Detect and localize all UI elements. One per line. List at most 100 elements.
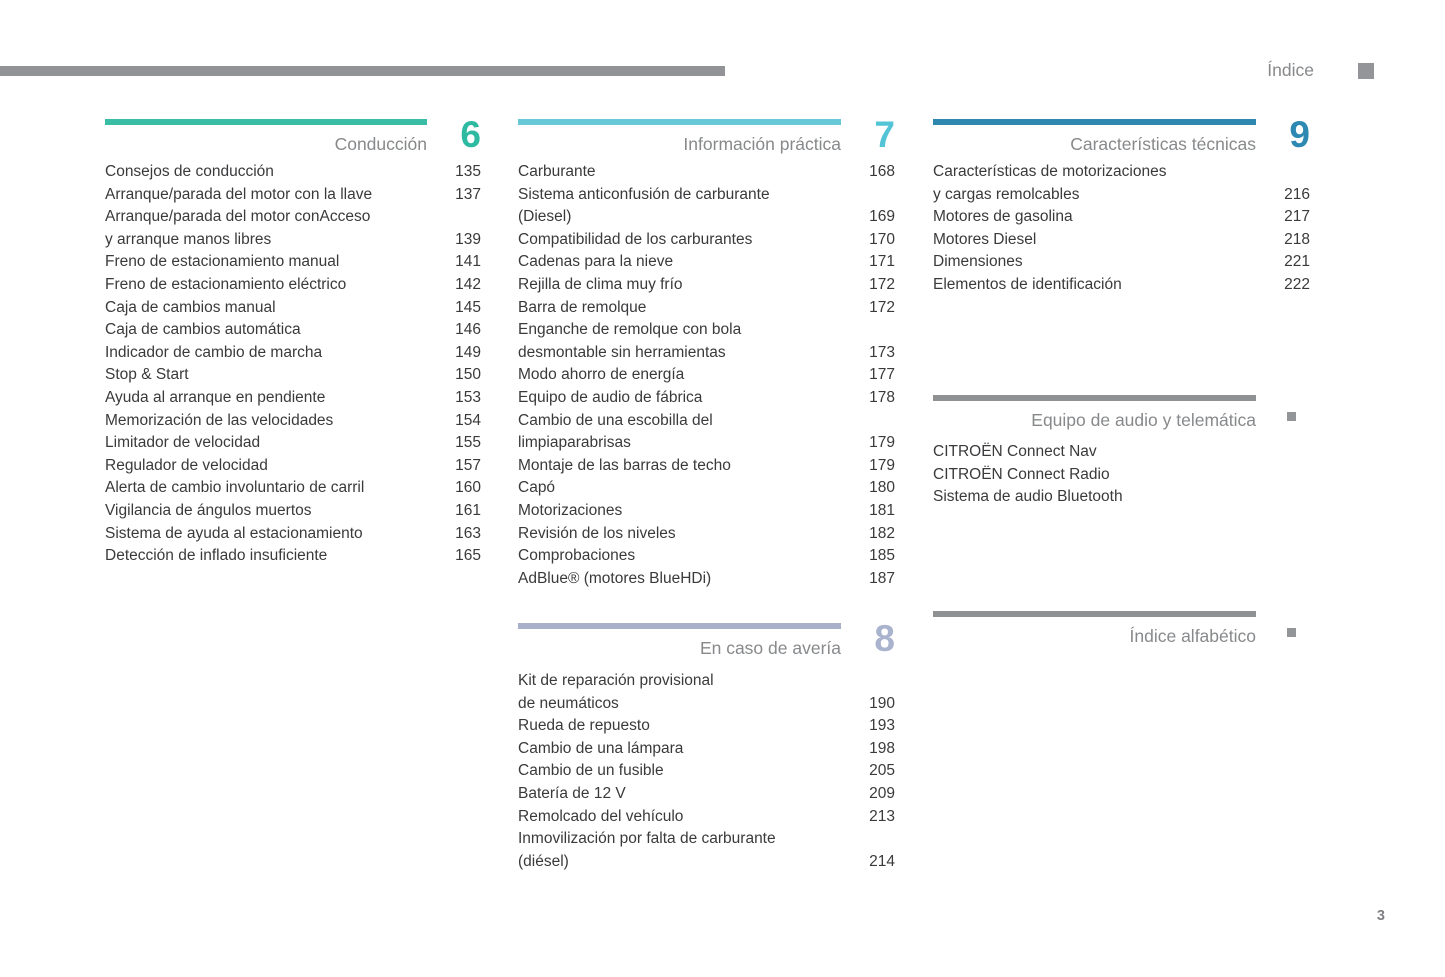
entry-page: 179: [869, 434, 895, 452]
entry-page: 139: [455, 230, 481, 248]
entry-page: 142: [455, 275, 481, 293]
entry-label: Montaje de las barras de techo: [518, 456, 731, 474]
toc-entry: Inmovilización por falta de carburante (…: [518, 828, 895, 873]
entry-label: Dimensiones: [933, 253, 1023, 271]
entry-page: 160: [455, 479, 481, 497]
toc-entry: Cambio de una escobilla del limpiaparabr…: [518, 410, 895, 455]
toc-entry: Equipo de audio de fábrica 178: [518, 387, 895, 410]
entry-label: CITROËN Connect Radio: [933, 465, 1110, 483]
entry-page: 178: [869, 388, 895, 406]
entry-label: Arranque/parada del motor con la llave: [105, 185, 373, 203]
toc-entry: Arranque/parada del motor con la llave 13…: [105, 184, 481, 207]
entry-label: Motores Diesel: [933, 230, 1037, 248]
entry-label: AdBlue® (motores BlueHDi): [518, 569, 712, 587]
toc-list: Carburante 168 Sistema anticonfusión de c…: [518, 161, 895, 590]
entry-label: CITROËN Connect Nav: [933, 443, 1097, 460]
entry-label: Caja de cambios automática: [105, 321, 301, 339]
entry-page: 165: [455, 547, 481, 565]
section-marker: [1256, 611, 1310, 648]
toc-entry: Sistema de ayuda al estacionamiento 163: [105, 523, 481, 546]
entry-label: Capó: [518, 479, 556, 497]
entry-label: Carburante: [518, 163, 596, 180]
section-title: Características técnicas: [1070, 134, 1256, 154]
section-title: Equipo de audio y telemática: [1031, 410, 1256, 430]
section-bar: [933, 119, 1256, 125]
entry-label: Freno de estacionamiento eléctrico: [105, 275, 347, 293]
entry-label: Batería de 12 V: [518, 784, 626, 802]
entry-label: Inmovilización por falta de carburante (…: [518, 830, 776, 870]
toc-entry: Dimensiones 221: [933, 251, 1310, 274]
entry-label: Compatibilidad de los carburantes: [518, 230, 753, 248]
toc-entry: Motores Diesel 218: [933, 229, 1310, 252]
entry-page: 198: [869, 739, 895, 757]
section-header-audio: Equipo de audio y telemática: [933, 395, 1310, 432]
entry-label: Cadenas para la nieve: [518, 253, 674, 271]
section-bar: [933, 611, 1256, 617]
entry-page: 154: [455, 411, 481, 429]
toc-list: Características de motorizaciones y carg…: [933, 161, 1310, 297]
section-averia: En caso de avería 8 Kit de reparación pr…: [518, 620, 895, 873]
section-bar: [933, 395, 1256, 401]
entry-label: Sistema de audio Bluetooth: [933, 488, 1123, 506]
toc-entry: Compatibilidad de los carburantes 170: [518, 229, 895, 252]
entry-label: Sistema anticonfusión de carburante (Die…: [518, 185, 770, 226]
toc-entry: Cambio de un fusible 205: [518, 760, 895, 783]
entry-page: 205: [869, 762, 895, 780]
entry-page: 173: [869, 343, 895, 361]
entry-label: Kit de reparación provisional de neumáti…: [518, 672, 714, 712]
entry-label: Rueda de repuesto: [518, 717, 650, 735]
section-number: 7: [874, 114, 895, 155]
toc-entry: Arranque/parada del motor conAcceso y ar…: [105, 206, 481, 251]
toc-entry: Características de motorizaciones y carg…: [933, 161, 1310, 206]
entry-label: Enganche de remolque con bola desmontabl…: [518, 321, 742, 361]
entry-label: Revisión de los niveles: [518, 524, 676, 542]
entry-page: 218: [1284, 230, 1310, 248]
toc-entry: Stop & Start 150: [105, 364, 481, 387]
toc-entry: Regulador de velocidad 157: [105, 455, 481, 478]
toc-entry: Kit de reparación provisional de neumáti…: [518, 670, 895, 715]
entry-page: 137: [455, 185, 481, 203]
entry-page: 172: [869, 298, 895, 316]
entry-label: Rejilla de clima muy frío: [518, 275, 683, 293]
entry-label: Freno de estacionamiento manual: [105, 253, 340, 271]
entry-page: 157: [455, 456, 481, 474]
entry-page: 153: [455, 388, 481, 406]
section-header-conduccion: Conducción 6: [105, 114, 481, 156]
section-title: Información práctica: [683, 134, 841, 154]
entry-label: Vigilancia de ángulos muertos: [105, 501, 312, 519]
entry-page: 214: [869, 852, 895, 870]
entry-page: 141: [455, 253, 481, 271]
toc-entry: Cambio de una lámpara 198: [518, 738, 895, 761]
toc-entry: Consejos de conducción 135: [105, 161, 481, 184]
section-alfabetico: Índice alfabético: [933, 611, 1310, 648]
section-square-icon: [1287, 412, 1296, 421]
toc-entry: Indicador de cambio de marcha 149: [105, 342, 481, 365]
entry-label: Motorizaciones: [518, 501, 623, 519]
section-number: 6: [460, 114, 481, 155]
toc-entry: Rejilla de clima muy frío 172: [518, 274, 895, 297]
entry-label: Sistema de ayuda al estacionamiento: [105, 524, 363, 542]
column-conduccion: Conducción 6 Consejos de conducción 135 A…: [105, 114, 481, 568]
toc-entry: Carburante 168: [518, 161, 895, 184]
entry-page: 170: [869, 230, 895, 248]
entry-page: 163: [455, 524, 481, 542]
entry-page: 209: [869, 784, 895, 802]
section-audio: Equipo de audio y telemática CITROËN Con…: [933, 395, 1310, 509]
entry-page: 150: [455, 366, 481, 384]
entry-page: 190: [869, 694, 895, 712]
entry-label: Comprobaciones: [518, 547, 636, 565]
entry-label: Elementos de identificación: [933, 275, 1122, 293]
entry-label: Características de motorizaciones y carg…: [933, 163, 1167, 203]
entry-page: 155: [455, 434, 481, 452]
entry-label: Motores de gasolina: [933, 208, 1073, 226]
section-title: Índice alfabético: [1129, 626, 1256, 646]
toc-entry: Comprobaciones 185: [518, 545, 895, 568]
toc-entry: CITROËN Connect Nav: [933, 441, 1310, 464]
toc-entry: Modo ahorro de energía 177: [518, 364, 895, 387]
toc-entry: Freno de estacionamiento manual 141: [105, 251, 481, 274]
entry-page: 169: [869, 208, 895, 226]
entry-label: Ayuda al arranque en pendiente: [105, 388, 326, 406]
toc-entry: Freno de estacionamiento eléctrico 142: [105, 274, 481, 297]
toc-list: CITROËN Connect Nav CITROËN Connect Radi…: [933, 441, 1310, 509]
entry-page: 181: [869, 501, 895, 519]
